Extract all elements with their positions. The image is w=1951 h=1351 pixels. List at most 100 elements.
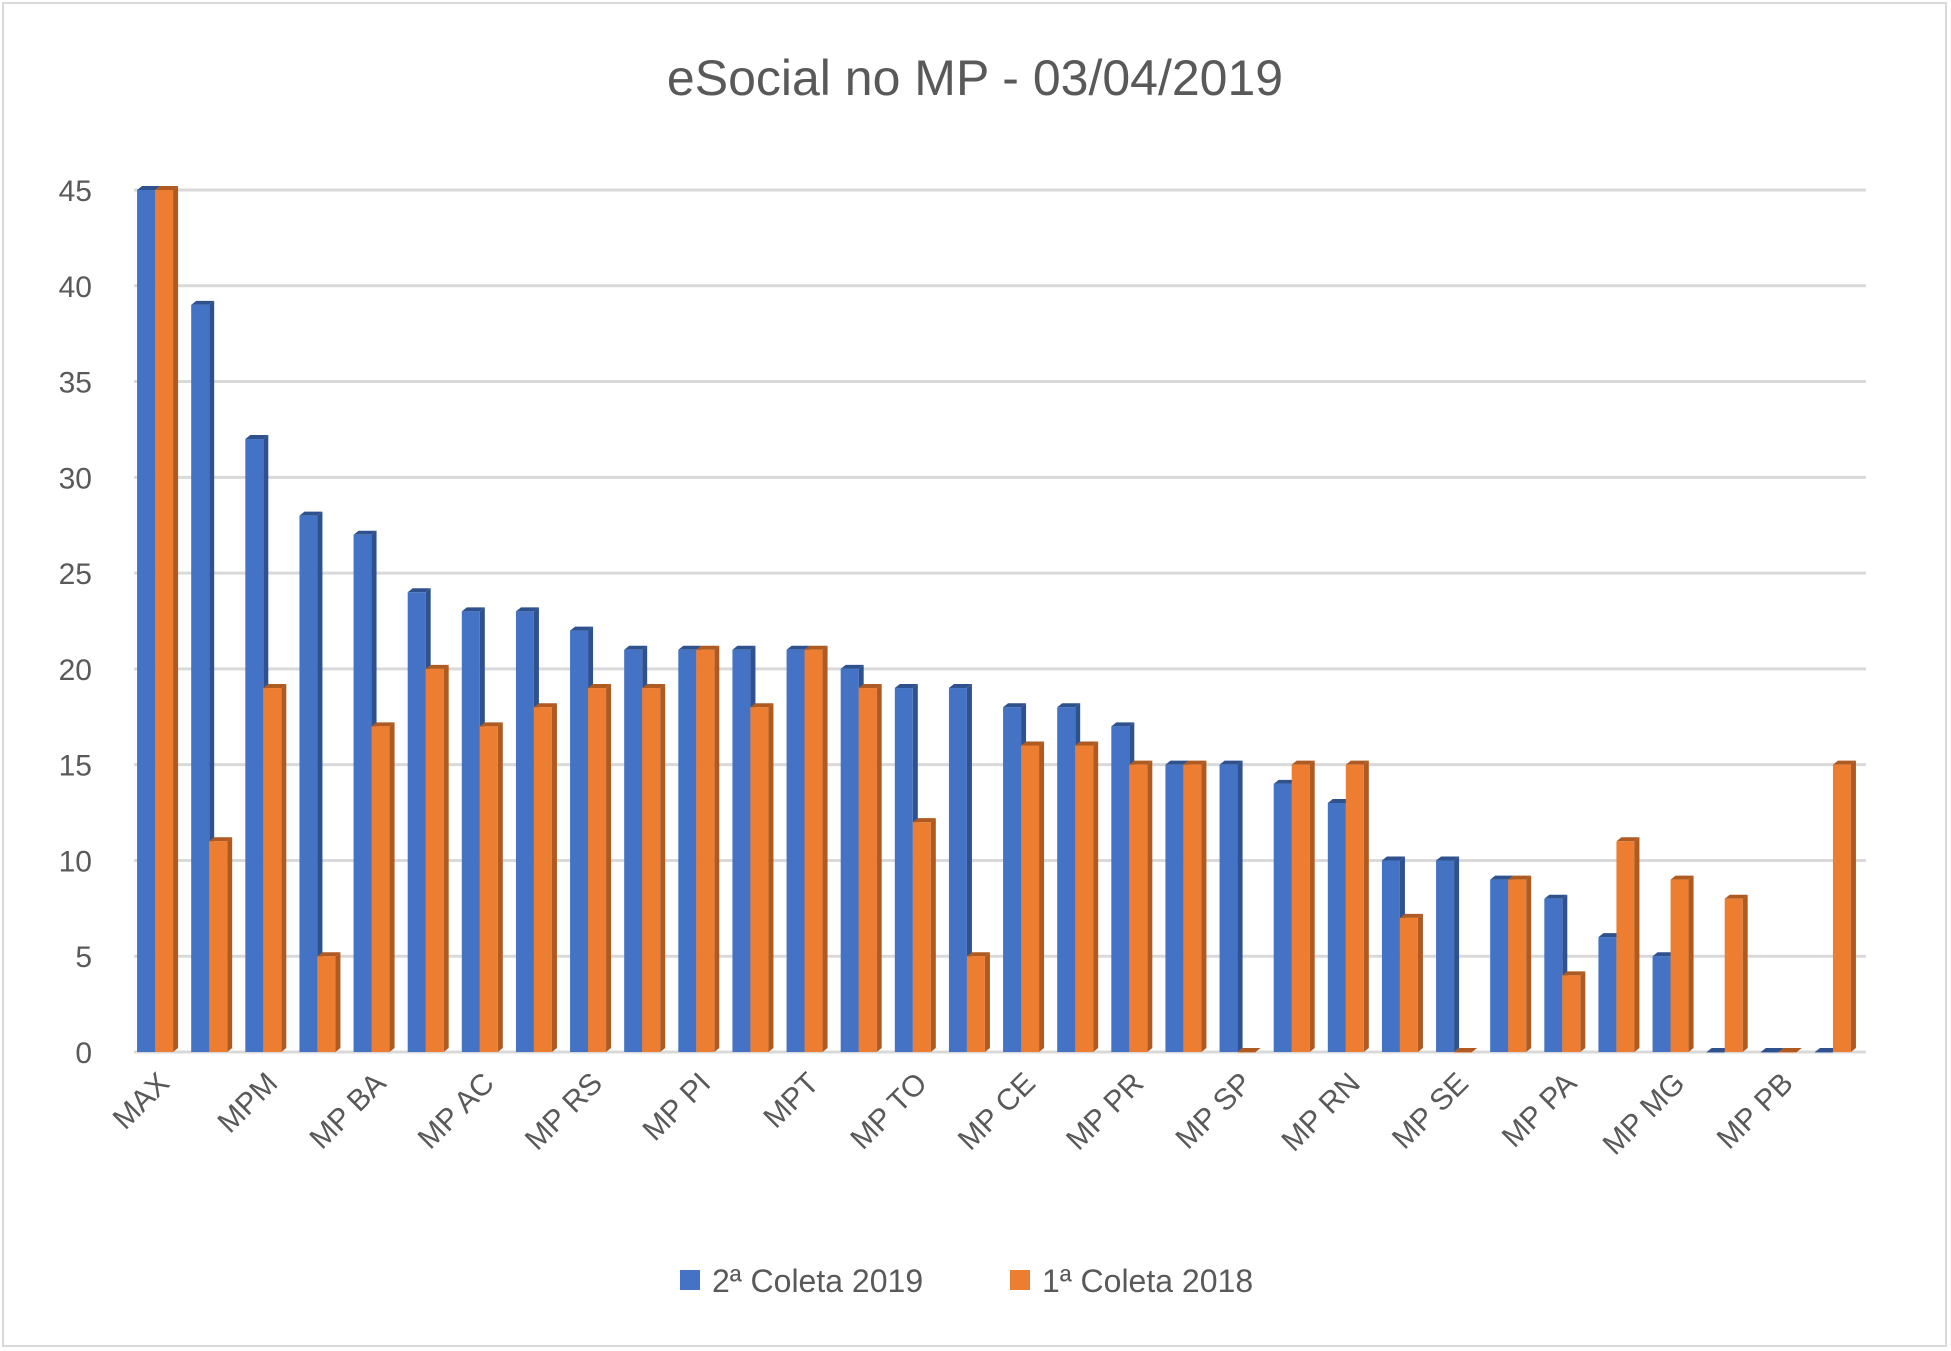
bar-face (1021, 745, 1040, 1052)
bar-side (1309, 760, 1315, 1052)
bar (1562, 971, 1586, 1052)
bar-top (1778, 1048, 1802, 1052)
bar-face (515, 611, 534, 1052)
bar-face (732, 649, 751, 1052)
bar-side (930, 818, 936, 1052)
bar (858, 684, 882, 1052)
y-tick-label: 25 (59, 558, 92, 591)
x-tick-label: MP BA (304, 1067, 393, 1156)
bar (1129, 760, 1153, 1052)
bar-face (1814, 1052, 1833, 1053)
bar-top (515, 607, 539, 612)
bar (750, 703, 774, 1052)
bar (912, 818, 936, 1052)
bar (209, 837, 233, 1052)
y-tick-label: 35 (59, 367, 92, 400)
bar-face (840, 668, 859, 1052)
bar-top (1544, 894, 1568, 899)
bar-side (281, 684, 287, 1052)
bar-face (263, 688, 282, 1052)
y-tick-label: 30 (59, 462, 92, 495)
y-tick-label: 0 (75, 1037, 92, 1070)
bar-top (624, 645, 648, 650)
bar-side (335, 952, 341, 1052)
bar (1508, 875, 1532, 1052)
bar-face (1057, 707, 1076, 1052)
bar-top (299, 511, 323, 516)
bar-top (1670, 875, 1694, 880)
bar-face (1327, 802, 1346, 1052)
bar-side (1742, 894, 1748, 1052)
x-tick-label: MAX (107, 1067, 176, 1136)
bar-face (1381, 860, 1400, 1052)
bar (1706, 1048, 1730, 1053)
bar-top (912, 818, 936, 823)
bar (1021, 741, 1045, 1052)
bar (425, 664, 449, 1052)
bar-top (1508, 875, 1532, 880)
bar-side (1201, 760, 1207, 1052)
chart-title: eSocial no MP - 03/04/2019 (667, 50, 1283, 106)
bar (371, 722, 395, 1052)
bar (299, 511, 323, 1053)
bar-face (1616, 841, 1635, 1052)
bar-side (1454, 856, 1460, 1052)
bar-top (1165, 760, 1189, 765)
bar-side (227, 837, 233, 1052)
bar (1760, 1048, 1784, 1053)
bar-face (245, 439, 264, 1052)
bar-face (137, 190, 156, 1052)
bar-side (389, 722, 395, 1052)
bar-face (1652, 956, 1671, 1052)
bar-top (1399, 913, 1423, 918)
bar-top (1129, 760, 1153, 765)
bar-face (1291, 764, 1310, 1052)
bar-face (1778, 1052, 1797, 1053)
bar-top (1219, 760, 1243, 765)
legend-label: 2ª Coleta 2019 (712, 1263, 923, 1299)
bar-face (750, 707, 769, 1052)
bar-face (966, 956, 985, 1052)
bar-side (551, 703, 557, 1052)
bar-top (1003, 703, 1027, 708)
bar-top (1327, 798, 1351, 803)
bar-face (588, 688, 607, 1052)
bar-top (1057, 703, 1081, 708)
bar-top (1454, 1048, 1478, 1052)
bar-face (948, 688, 967, 1052)
bar-top (1183, 760, 1207, 765)
bar-face (1399, 917, 1418, 1052)
bar-top (966, 952, 990, 957)
bar-face (786, 649, 805, 1052)
bar-face (1273, 783, 1292, 1052)
bar (696, 645, 720, 1052)
bar (1291, 760, 1315, 1052)
bar-face (912, 822, 931, 1052)
legend-label: 1ª Coleta 2018 (1042, 1263, 1253, 1299)
bar-top (804, 645, 828, 650)
y-tick-label: 15 (59, 750, 92, 783)
bar-face (407, 592, 426, 1052)
bar-top (894, 684, 918, 689)
bar-top (1345, 760, 1369, 765)
bar-side (984, 952, 990, 1052)
bar (1616, 837, 1640, 1052)
bar-face (191, 304, 210, 1052)
bar-face (858, 688, 877, 1052)
bar-top (696, 645, 720, 650)
bar (1075, 741, 1099, 1052)
bar-face (1706, 1052, 1725, 1053)
bar-face (353, 534, 372, 1052)
bar-side (1580, 971, 1586, 1052)
bar-face (425, 668, 444, 1052)
bar-face (533, 707, 552, 1052)
bar-top (1832, 760, 1856, 765)
bar-side (714, 645, 720, 1052)
legend-swatch (1010, 1270, 1030, 1290)
bar-top (1598, 933, 1622, 938)
bar-top (1273, 779, 1297, 784)
bar-top (786, 645, 810, 650)
bar-top (840, 664, 864, 669)
bar (533, 703, 557, 1052)
